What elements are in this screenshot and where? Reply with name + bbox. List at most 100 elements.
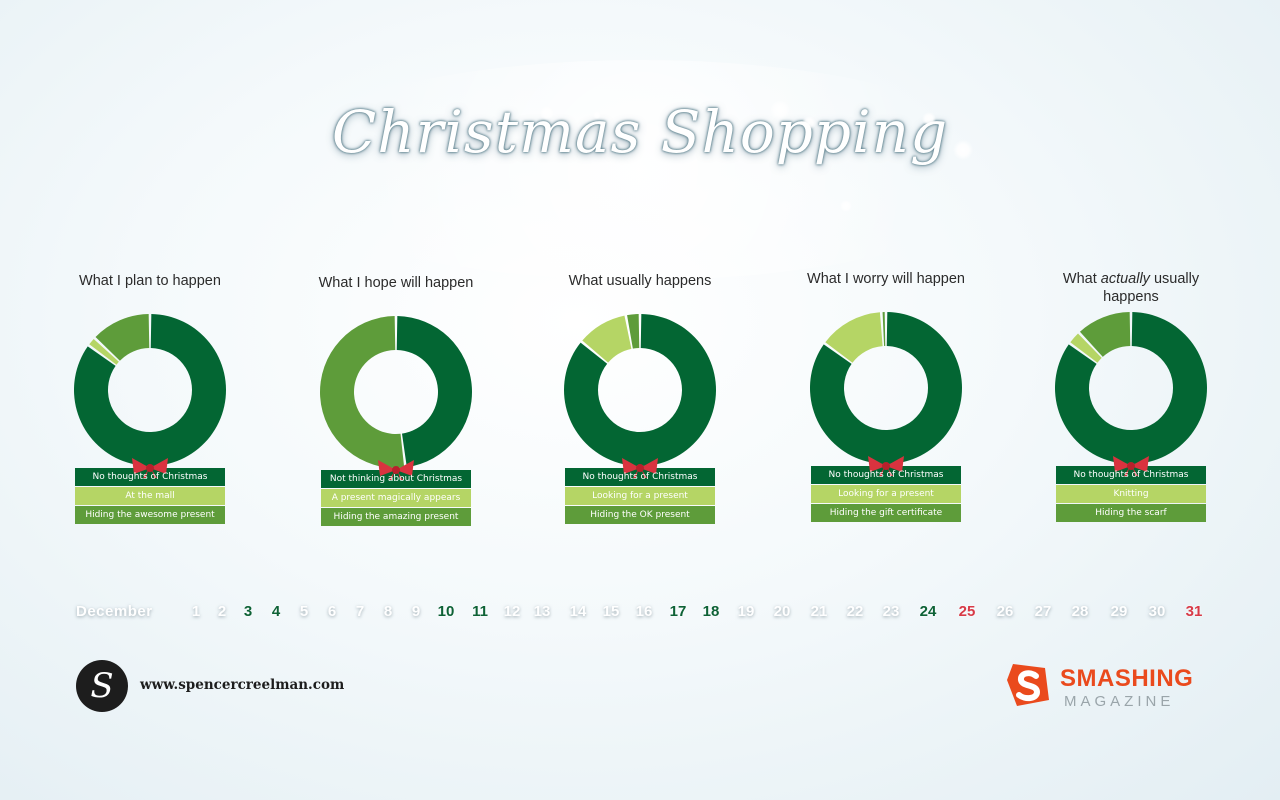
sparkle (922, 112, 936, 126)
donut-chart: What I plan to happen No thoughts of Chri… (60, 272, 240, 525)
sparkle (840, 200, 852, 212)
calendar-day: 7 (355, 603, 365, 620)
legend-item: Hiding the awesome present (75, 506, 225, 524)
calendar-day: 2 (217, 603, 227, 620)
chart-title: What actually usually happens (1041, 270, 1221, 306)
chart-title: What I plan to happen (60, 272, 240, 308)
chart-legend: No thoughts of Christmas Looking for a pr… (811, 466, 961, 522)
calendar-day: 10 (437, 603, 455, 620)
chart-title: What I worry will happen (796, 270, 976, 306)
donut-chart: What usually happens No thoughts of Chris… (550, 272, 730, 525)
donut-svg (810, 312, 962, 476)
donut-slice (810, 312, 962, 464)
smashing-brand-name: SMASHING (1060, 665, 1194, 692)
donut-slice (1055, 312, 1207, 464)
calendar-day: 14 (569, 603, 587, 620)
calendar-day: 31 (1185, 603, 1203, 620)
chart-legend: No thoughts of Christmas Looking for a pr… (565, 468, 715, 524)
calendar-day: 20 (773, 603, 791, 620)
calendar-day: 29 (1110, 603, 1128, 620)
donut-slice (1070, 333, 1102, 363)
legend-item: A present magically appears (321, 489, 471, 507)
calendar-day: 1 (191, 603, 201, 620)
calendar-day: 3 (243, 603, 253, 620)
calendar-day: 27 (1034, 603, 1052, 620)
donut-chart: What I worry will happen No thoughts of C… (796, 270, 976, 523)
calendar-day: 9 (411, 603, 421, 620)
legend-item: No thoughts of Christmas (565, 468, 715, 486)
chart-legend: No thoughts of Christmas Knitting Hiding t… (1056, 466, 1206, 522)
donut-slice (627, 314, 640, 349)
calendar-day: 16 (635, 603, 653, 620)
donut-svg (320, 316, 472, 480)
chart-title-part: What usually happens (568, 273, 712, 289)
legend-item: No thoughts of Christmas (1056, 466, 1206, 484)
legend-item: Hiding the OK present (565, 506, 715, 524)
calendar-day: 30 (1148, 603, 1166, 620)
calendar-day: 19 (737, 603, 755, 620)
calendar-day: 13 (533, 603, 551, 620)
calendar-day: 23 (882, 603, 900, 620)
chart-title-part: usually happens (1103, 271, 1200, 305)
legend-item: Hiding the scarf (1056, 504, 1206, 522)
calendar-day: 11 (472, 603, 488, 620)
donut-slice (1079, 312, 1131, 357)
donut-chart: What actually usually happens No thoughts… (1041, 270, 1221, 523)
calendar-day: 6 (327, 603, 337, 620)
chart-title-part: What I plan to happen (79, 273, 221, 289)
calendar-day: 21 (810, 603, 828, 620)
calendar-day: 8 (383, 603, 393, 620)
donut-chart: What I hope will happen Not thinking abou… (306, 274, 486, 527)
chart-title: What I hope will happen (306, 274, 486, 310)
page-title: Christmas Shopping (331, 98, 949, 166)
donut-slice (564, 314, 716, 466)
calendar-day: 15 (602, 603, 620, 620)
sparkle (540, 106, 554, 120)
author-website[interactable]: www.spencercreelman.com (140, 677, 345, 693)
calendar-day: 5 (299, 603, 309, 620)
calendar-day: 18 (702, 603, 720, 620)
legend-item: Hiding the amazing present (321, 508, 471, 526)
calendar-day: 12 (503, 603, 521, 620)
legend-item: Hiding the gift certificate (811, 504, 961, 522)
donut-slice (89, 338, 119, 365)
calendar-day: 28 (1071, 603, 1089, 620)
donut-slice (74, 314, 226, 466)
chart-legend: Not thinking about Christmas A present ma… (321, 470, 471, 526)
donut-slice (95, 314, 150, 361)
chart-title-part: actually (1100, 271, 1150, 287)
chart-title-part: What (1062, 271, 1101, 287)
donut-slice (320, 316, 405, 468)
smashing-brand-sub: MAGAZINE (1064, 693, 1175, 710)
donut-svg (1055, 312, 1207, 476)
title-glow (260, 60, 1020, 280)
sparkle (953, 140, 973, 160)
chart-title-part: What I worry will happen (807, 271, 965, 287)
donut-slice (825, 312, 883, 363)
legend-item: At the mall (75, 487, 225, 505)
chart-title-part: What I hope will happen (318, 275, 474, 291)
chart-legend: No thoughts of Christmas At the mall Hidin… (75, 468, 225, 524)
calendar-day: 26 (996, 603, 1014, 620)
donut-slice (396, 316, 472, 468)
calendar-day: 24 (919, 603, 937, 620)
calendar-day: 25 (958, 603, 976, 620)
legend-item: No thoughts of Christmas (811, 466, 961, 484)
donut-svg (74, 314, 226, 478)
legend-item: Not thinking about Christmas (321, 470, 471, 488)
calendar-month: December (76, 603, 153, 620)
sparkle (593, 111, 601, 119)
legend-item: Looking for a present (811, 485, 961, 503)
donut-slice (882, 312, 886, 347)
legend-item: Looking for a present (565, 487, 715, 505)
chart-title: What usually happens (550, 272, 730, 308)
calendar-day: 4 (271, 603, 281, 620)
calendar-day: 17 (669, 603, 687, 620)
legend-item: Knitting (1056, 485, 1206, 503)
donut-svg (564, 314, 716, 478)
sparkle (770, 100, 790, 120)
donut-slice (582, 315, 632, 363)
legend-item: No thoughts of Christmas (75, 468, 225, 486)
calendar-day: 22 (846, 603, 864, 620)
author-logo: S (76, 660, 128, 712)
